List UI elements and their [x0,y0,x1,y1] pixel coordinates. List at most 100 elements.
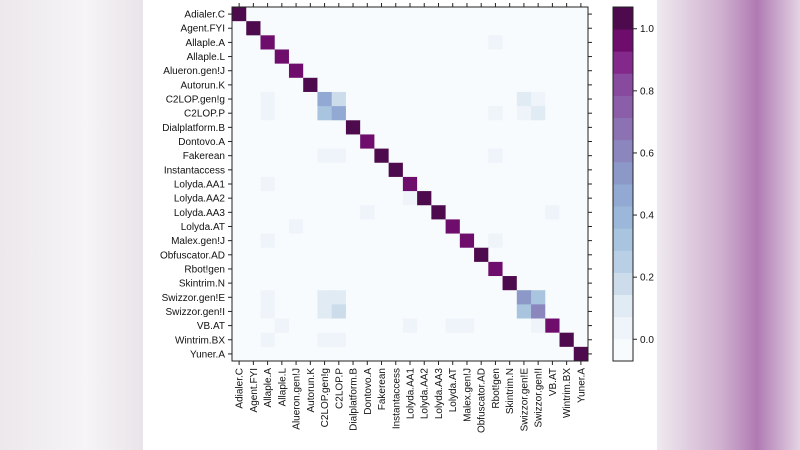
heatmap-cell [246,318,261,334]
heatmap-cell [559,21,575,36]
colorbar-band [613,294,633,318]
heatmap-cell [573,148,589,164]
heatmap-cell [360,332,375,348]
heatmap-cell [345,176,361,192]
heatmap-cell [516,63,532,79]
heatmap-cell [331,318,347,334]
heatmap-cell [317,290,333,305]
heatmap-cell [459,21,475,36]
heatmap-cell [246,7,261,22]
heatmap-cell [474,77,489,93]
y-tick-label: C2LOP.gen!g [166,95,225,106]
heatmap-cell [459,304,475,319]
heatmap-cell [502,77,518,93]
heatmap-cell [360,21,375,36]
heatmap-cell [317,49,333,65]
heatmap-cell [488,91,503,107]
heatmap-cell [502,176,518,192]
heatmap-cell [274,332,290,348]
colorbar-band [613,51,633,74]
heatmap-cell [388,162,404,178]
heatmap-cell [374,276,390,291]
heatmap-cell [388,77,404,93]
heatmap-cell [431,191,446,206]
heatmap-cell [331,106,347,121]
heatmap-cell [388,49,404,65]
heatmap-cell [345,233,361,249]
heatmap-cell [502,332,518,348]
heatmap-cell [303,77,318,93]
y-tick-label: VB.AT [197,321,225,332]
heatmap-cell [260,290,276,305]
heatmap-cell [573,304,589,319]
heatmap-cell [260,205,276,220]
heatmap-cell [545,191,560,206]
heatmap-cell [445,346,461,362]
heatmap-cell [402,77,418,93]
heatmap-cell [260,77,276,93]
heatmap-cell [474,7,489,22]
heatmap-cell [331,219,347,234]
heatmap-cell [331,148,347,164]
heatmap-cell [459,261,475,277]
heatmap-cell [331,346,347,362]
colorbar-tick-label: 0.6 [640,148,654,159]
heatmap-cell [374,219,390,234]
heatmap-cell [303,205,318,220]
x-tick-label: Dialplatform.B [349,368,360,431]
heatmap-cell [445,247,461,263]
heatmap-cell [431,304,446,319]
heatmap-cell [331,35,347,50]
heatmap-cell [345,162,361,178]
heatmap-cell [431,247,446,263]
heatmap-cell [345,205,361,220]
heatmap-cell [331,304,347,319]
x-tick-label: Agent.FYI [249,368,260,412]
heatmap-cell [488,21,503,36]
colorbar-band [613,338,633,362]
heatmap-cell [417,276,432,291]
heatmap-cell [288,276,304,291]
heatmap-cell [516,49,532,65]
heatmap-cell [246,148,261,164]
heatmap-cell [559,219,575,234]
heatmap-cell [232,106,247,121]
heatmap-cell [431,120,446,135]
heatmap-cell [232,162,247,178]
heatmap-cell [545,261,560,277]
heatmap-cell [317,205,333,220]
heatmap-cell [502,7,518,22]
y-tick-label: Lolyda.AA1 [174,180,226,191]
heatmap-cell [488,233,503,249]
heatmap-cell [331,162,347,178]
colorbar-band [613,95,633,119]
y-tick-label: Malex.gen!J [171,236,225,247]
heatmap-cell [345,148,361,164]
heatmap-cell [502,233,518,249]
heatmap-cell [374,148,390,164]
heatmap-cell [573,49,589,65]
heatmap-cell [459,219,475,234]
y-tick-label: Skintrim.N [179,279,225,290]
heatmap-cell [260,276,276,291]
heatmap-cell [260,162,276,178]
heatmap-cell [459,346,475,362]
heatmap-cell [531,332,546,348]
heatmap-cell [317,219,333,234]
heatmap-cell [474,191,489,206]
heatmap-cell [317,106,333,121]
heatmap-cell [573,233,589,249]
x-tick-label: Rbot!gen [491,368,502,409]
heatmap-cell [502,134,518,149]
heatmap-cell [246,191,261,206]
heatmap-cell [545,219,560,234]
heatmap-cell [288,35,304,50]
heatmap-cell [360,346,375,362]
heatmap-cell [531,219,546,234]
heatmap-cell [417,106,432,121]
heatmap-cell [474,304,489,319]
heatmap-cell [488,247,503,263]
heatmap-cell [545,63,560,79]
heatmap-cell [531,63,546,79]
heatmap-cell [232,191,247,206]
